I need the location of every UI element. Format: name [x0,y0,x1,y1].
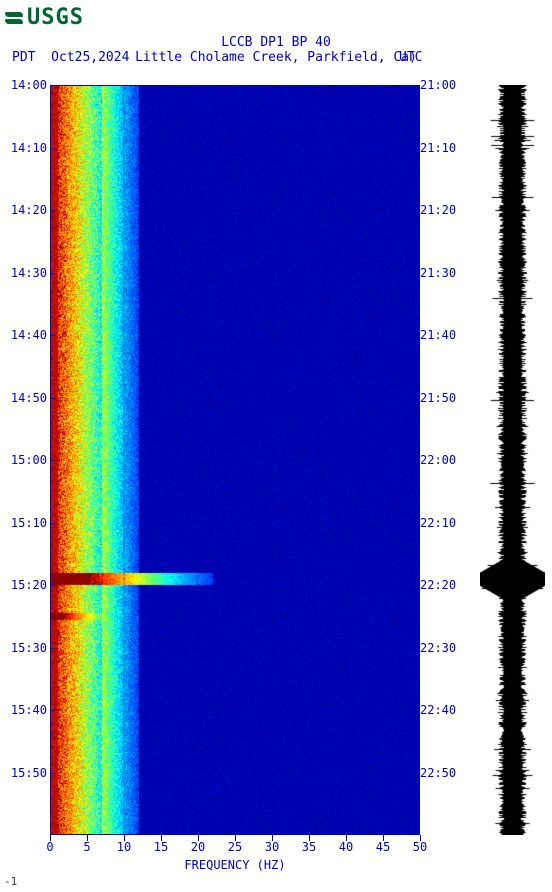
left-tick-label: 15:40 [11,703,47,717]
right-tick-label: 21:30 [420,266,456,280]
right-tick-label: 22:40 [420,703,456,717]
frequency-axis-label: FREQUENCY (HZ) [50,858,420,872]
subtitle-location: Little Cholame Creek, Parkfield, Ca) [0,50,552,65]
x-tick-label: 40 [339,840,353,854]
spectrogram-plot [50,85,420,835]
x-tick-label: 10 [117,840,131,854]
left-tick-label: 15:00 [11,453,47,467]
waveform-plot [480,85,545,835]
x-tick-label: 20 [191,840,205,854]
left-tick-label: 14:40 [11,328,47,342]
left-tick-label: 14:20 [11,203,47,217]
x-tick-label: 50 [413,840,427,854]
x-tick-label: 25 [228,840,242,854]
waveform-canvas [480,85,545,835]
right-tick-label: 22:20 [420,578,456,592]
spectrogram-canvas [50,85,420,835]
right-tick-label: 21:10 [420,141,456,155]
left-time-axis: 14:0014:1014:2014:3014:4014:5015:0015:10… [5,85,47,835]
x-tick-label: 5 [83,840,90,854]
x-tick-label: 0 [46,840,53,854]
right-timezone-label: UTC [399,50,422,65]
logo-text: USGS [27,5,84,30]
left-tick-label: 14:10 [11,141,47,155]
left-tick-label: 15:30 [11,641,47,655]
right-tick-label: 21:40 [420,328,456,342]
left-tick-label: 14:30 [11,266,47,280]
right-tick-label: 21:20 [420,203,456,217]
x-tick-label: 45 [376,840,390,854]
right-tick-label: 21:50 [420,391,456,405]
left-tick-label: 14:50 [11,391,47,405]
left-tick-label: 14:00 [11,78,47,92]
right-tick-label: 22:00 [420,453,456,467]
right-time-axis: 21:0021:1021:2021:3021:4021:5022:0022:10… [420,85,466,835]
x-tick-label: 30 [265,840,279,854]
footer-mark: -1 [4,875,17,888]
right-tick-label: 22:50 [420,766,456,780]
usgs-logo: USGS [5,5,84,30]
right-tick-label: 21:00 [420,78,456,92]
logo-mark-icon [5,12,23,24]
right-tick-label: 22:30 [420,641,456,655]
x-tick-label: 15 [154,840,168,854]
right-tick-label: 22:10 [420,516,456,530]
left-tick-label: 15:10 [11,516,47,530]
left-tick-label: 15:50 [11,766,47,780]
left-tick-label: 15:20 [11,578,47,592]
x-tick-label: 35 [302,840,316,854]
